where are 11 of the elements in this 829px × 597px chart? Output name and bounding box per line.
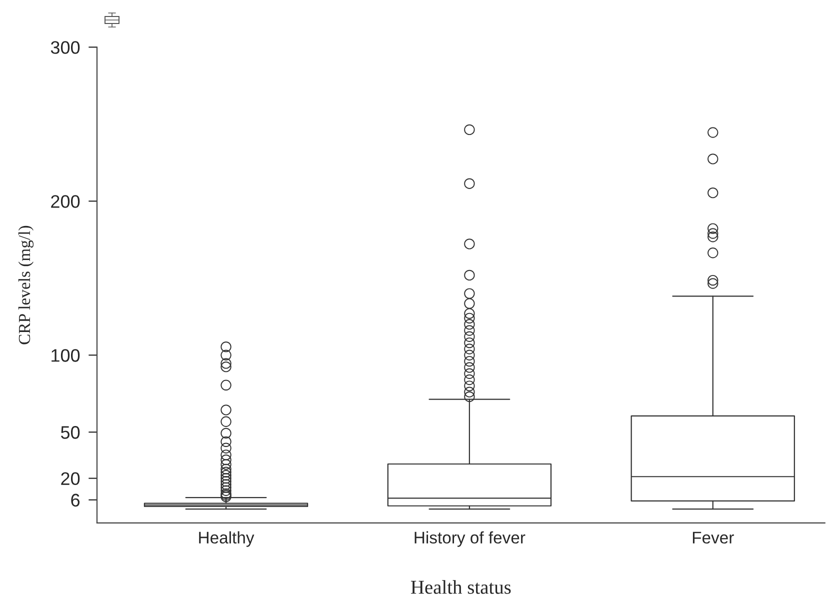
y-tick-label: 50 (60, 426, 80, 439)
x-tick-label: History of fever (414, 531, 526, 547)
y-tick-label: 20 (61, 472, 80, 486)
x-tick-label: Fever (692, 532, 734, 544)
y-tick-label: 100 (52, 349, 80, 362)
y-tick-label: 300 (50, 41, 80, 54)
x-tick-label: Healthy (199, 531, 254, 547)
x-axis-title: Health status (410, 580, 511, 594)
y-tick-label: 6 (71, 494, 80, 507)
y-tick-label: 200 (51, 195, 80, 208)
y-axis-title: CRP levels (mg/l) (18, 226, 34, 344)
